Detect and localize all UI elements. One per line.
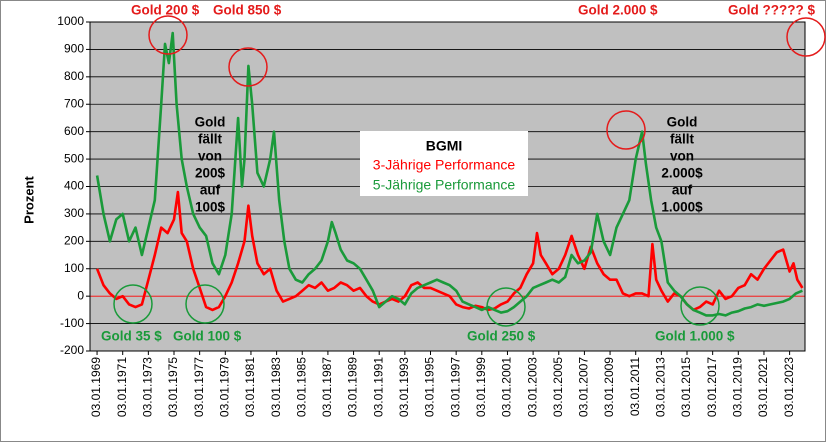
highlight-circles (113, 15, 826, 327)
x-tick-label: 03.01.2001 (500, 357, 514, 417)
y-tick-label: 400 (64, 179, 84, 193)
x-tick-label: 03.01.2021 (756, 357, 770, 417)
x-tick-label: 03.01.2023 (782, 357, 796, 417)
legend-box (360, 131, 528, 196)
y-tick-label: 100 (64, 261, 84, 275)
circle (228, 47, 268, 87)
y-tick-label: 300 (64, 206, 84, 220)
y-tick-label: -100 (60, 316, 84, 330)
plot-border (89, 21, 806, 352)
x-tick-label: 03.01.2009 (602, 357, 616, 417)
x-tick-label: 03.01.1999 (474, 357, 488, 417)
y-tick-label: 600 (64, 124, 84, 138)
ticks: -200 -100 0 100 200 300 400 500 600 700 800 900 1000… (57, 14, 795, 417)
y-tick-label: 500 (64, 151, 84, 165)
circle (606, 110, 646, 150)
circle (680, 286, 720, 326)
x-tick-label: 03.01.2015 (679, 357, 693, 417)
legend-title: BGMI (426, 138, 463, 154)
x-tick-label: 03.01.1981 (243, 357, 257, 417)
annotation: Gold (667, 115, 698, 130)
x-tick-label: 03.01.1971 (115, 357, 129, 417)
legend-entry: 5-Jährige Performance (373, 177, 516, 193)
x-tick-label: 03.01.2005 (551, 357, 565, 417)
x-tick-label: 03.01.1995 (423, 357, 437, 417)
circle (786, 17, 826, 57)
x-tick-label: 03.01.1993 (397, 357, 411, 417)
y-tick-label: 900 (64, 42, 84, 56)
y-tick-label: 800 (64, 69, 84, 83)
annotation: Gold 2.000 $ (578, 3, 658, 18)
y-tick-label: -200 (60, 343, 84, 357)
x-tick-label: 03.01.1997 (448, 357, 462, 417)
annotation: Gold 1.000 $ (655, 329, 735, 344)
annotation: fällt (670, 132, 695, 147)
annotation: Gold 250 $ (467, 329, 536, 344)
annotation: 100$ (195, 200, 226, 215)
circle (486, 287, 526, 327)
annotation-group: Gold fällt von 2.000$ auf 1.000$ (661, 115, 703, 215)
annotation: fällt (198, 132, 223, 147)
annotation: 1.000$ (661, 200, 703, 215)
x-tick-label: 03.01.1973 (141, 357, 155, 417)
legend-entry: 3-Jährige Performance (373, 157, 516, 173)
annotation: 200$ (195, 166, 226, 181)
annotation: Gold (195, 115, 226, 130)
circle (113, 284, 153, 324)
annotation: Gold 200 $ (131, 3, 200, 18)
y-tick-label: 200 (64, 234, 84, 248)
y-tick-label: 1000 (57, 14, 84, 28)
x-tick-label: 03.01.1983 (269, 357, 283, 417)
y-tick-label: 0 (77, 288, 84, 302)
annotation: auf (200, 183, 221, 198)
x-tick-label: 03.01.1975 (166, 357, 180, 417)
annotation: Gold 35 $ (101, 329, 162, 344)
y-tick-label: 700 (64, 96, 84, 110)
x-tick-label: 03.01.1991 (371, 357, 385, 417)
annotation: 2.000$ (661, 166, 703, 181)
annotation-group: Gold fällt von 200$ auf 100$ (195, 115, 226, 215)
annotation: von (198, 149, 222, 164)
annotation: Gold 100 $ (173, 329, 242, 344)
annotation: Gold ????? $ (728, 3, 815, 18)
annotation: von (670, 149, 694, 164)
x-tick-label: 03.01.1985 (294, 357, 308, 417)
x-tick-label: 03.01.2003 (525, 357, 539, 417)
x-tick-label: 03.01.2011 (628, 357, 642, 416)
x-tick-label: 03.01.2017 (705, 357, 719, 417)
lines (95, 31, 804, 317)
annotation: Gold 850 $ (213, 3, 282, 18)
circle (148, 15, 188, 55)
x-tick-label: 03.01.1979 (217, 357, 231, 417)
annotation: auf (672, 183, 693, 198)
x-tick-label: 03.01.1977 (192, 357, 206, 417)
x-tick-label: 03.01.1969 (89, 357, 103, 417)
series-line (95, 31, 803, 317)
x-tick-label: 03.01.1989 (346, 357, 360, 417)
x-tick-label: 03.01.2013 (654, 357, 668, 417)
x-tick-label: 03.01.2019 (730, 357, 744, 417)
x-tick-label: 03.01.1987 (320, 357, 334, 417)
x-tick-label: 03.01.2007 (577, 357, 591, 417)
circle (185, 284, 225, 324)
legend: 3-Jährige Performance 5-Jährige Performan… (373, 157, 516, 193)
y-axis-label: Prozent (21, 175, 36, 223)
